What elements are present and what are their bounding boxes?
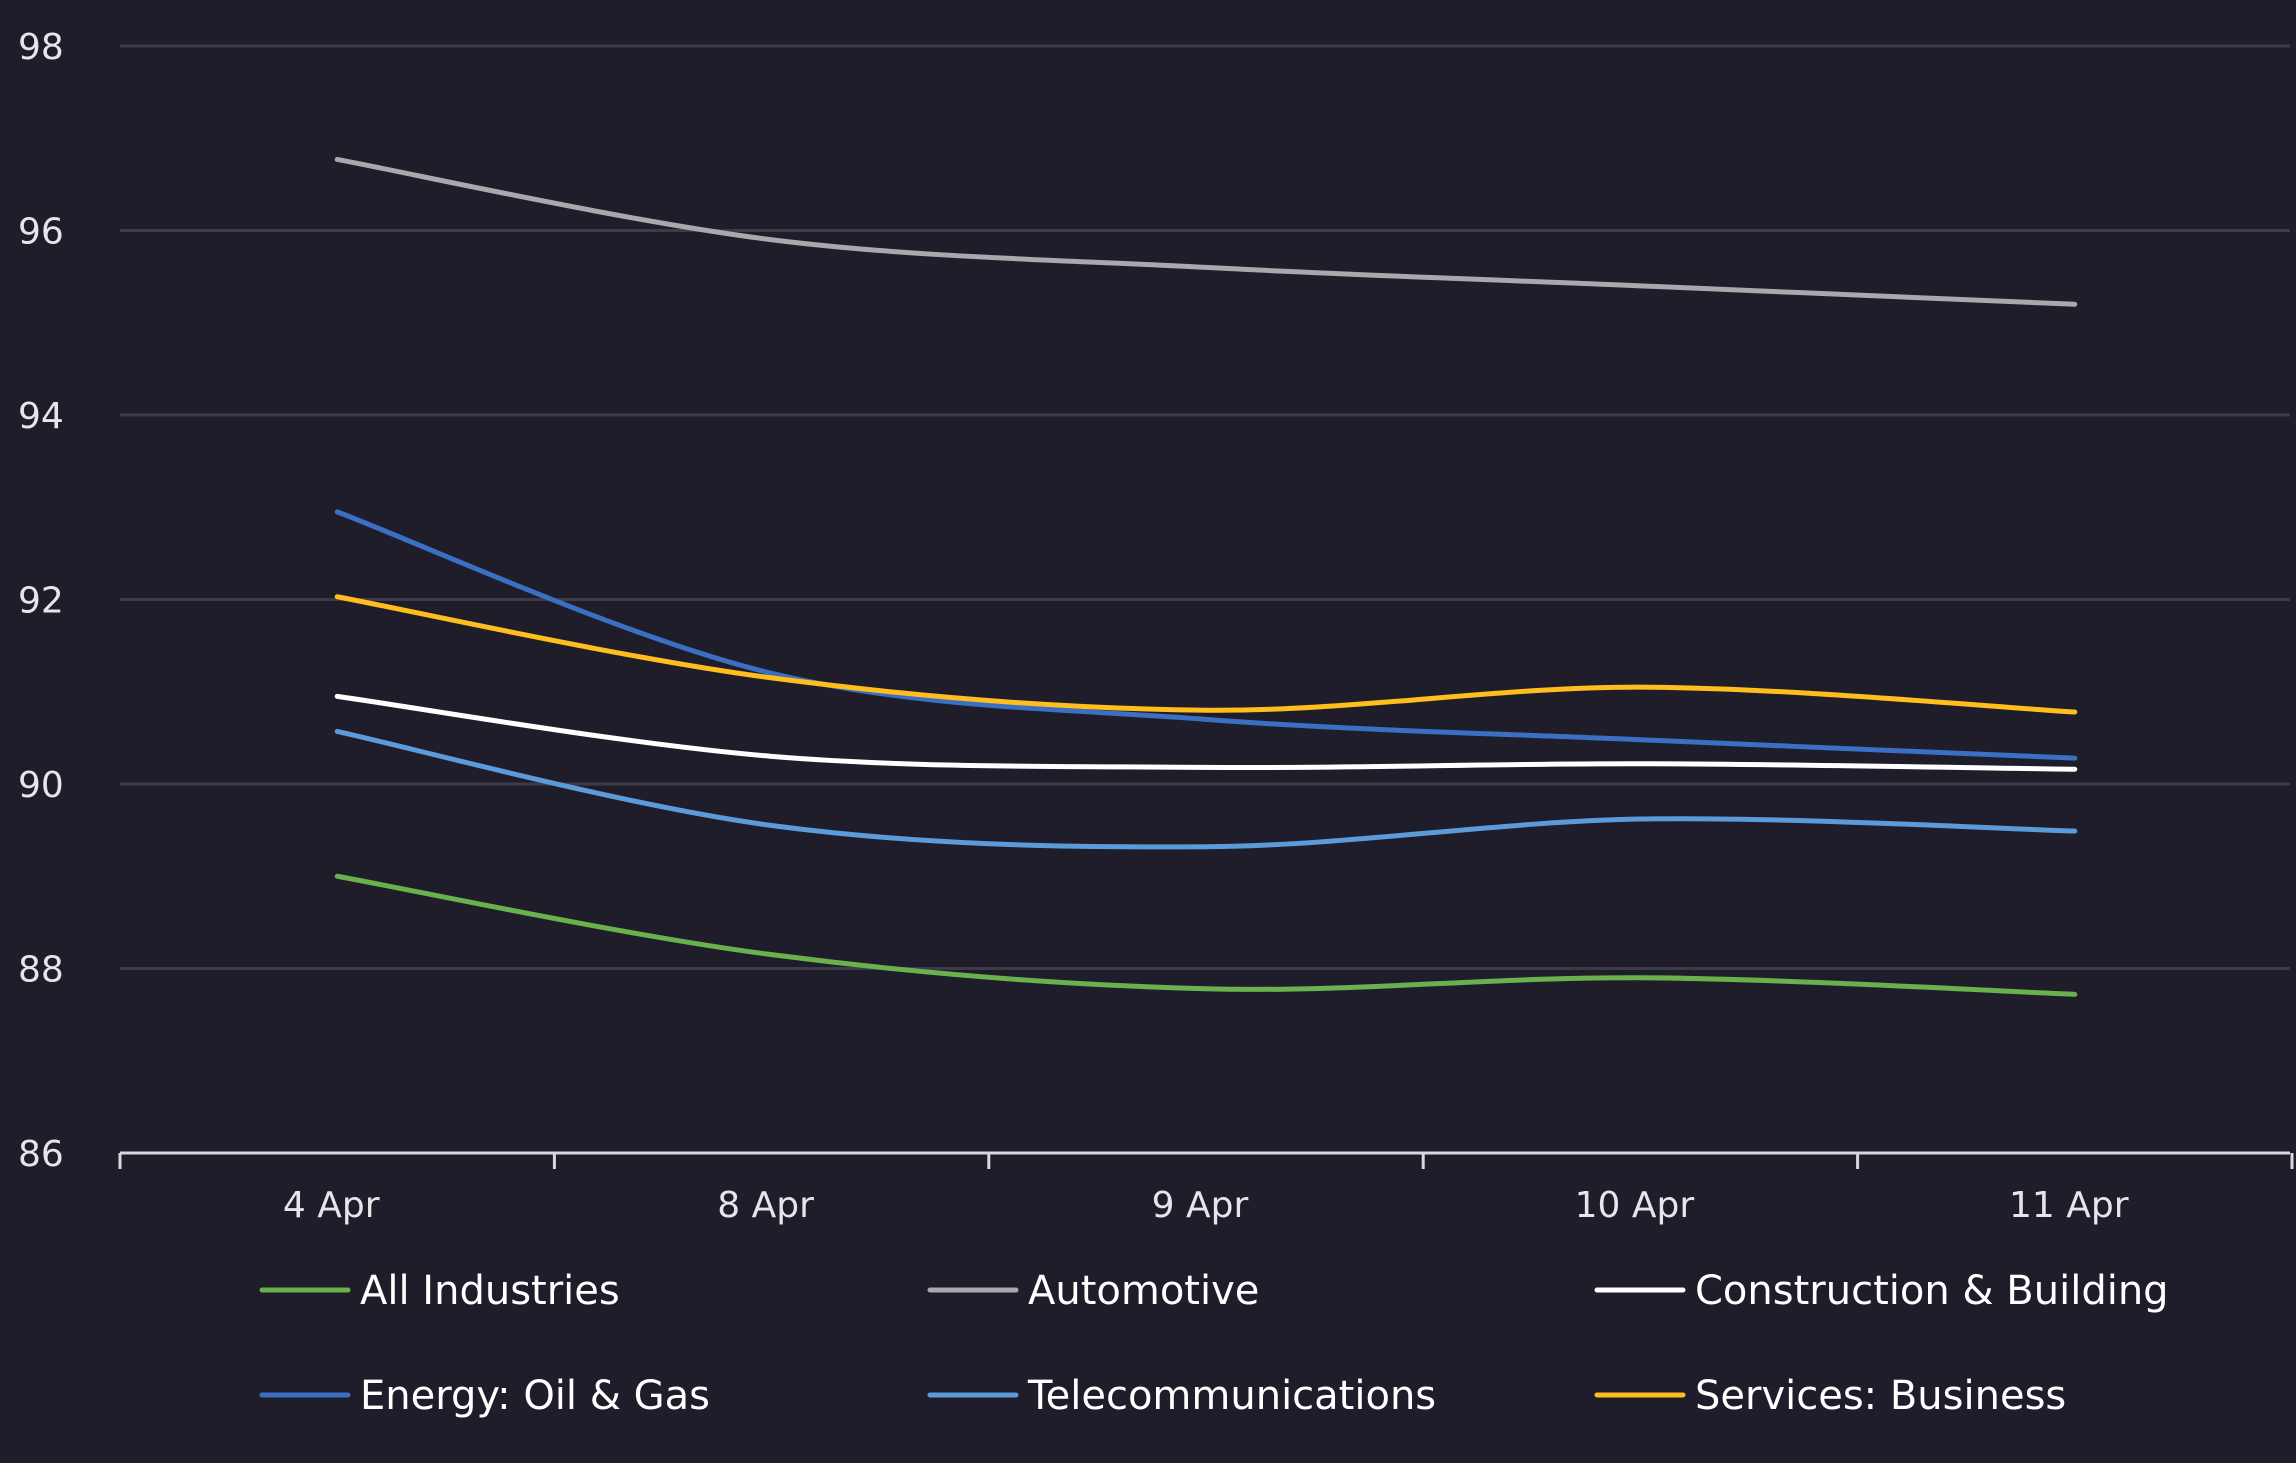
legend-label-construction-building: Construction & Building (1695, 1268, 2169, 1314)
series-line-construction-building (334, 693, 2078, 772)
y-tick-label: 86 (18, 1134, 64, 1175)
gridlines (120, 44, 2290, 970)
series-line-telecommunications (334, 728, 2078, 850)
legend-label-automotive: Automotive (1028, 1268, 1259, 1314)
legend: All Industries Automotive Construction & B… (259, 1268, 2169, 1419)
x-tick-label: 10 Apr (1575, 1185, 1695, 1226)
legend-label-all-industries: All Industries (360, 1268, 620, 1314)
series-lines (334, 156, 2078, 997)
legend-label-services-business: Services: Business (1695, 1373, 2066, 1419)
y-axis-ticks: 86 88 90 92 94 96 98 (18, 27, 64, 1175)
series-line-automotive (334, 156, 2078, 307)
x-tick-label: 4 Apr (283, 1185, 380, 1226)
y-tick-label: 96 (18, 212, 64, 253)
y-tick-label: 92 (18, 581, 64, 622)
y-tick-label: 94 (18, 396, 64, 437)
legend-label-energy-oil-gas: Energy: Oil & Gas (360, 1373, 710, 1419)
x-axis (118, 1151, 2294, 1169)
series-line-services-business (334, 594, 2078, 715)
series-line-all-industries (334, 873, 2078, 997)
y-tick-label: 98 (18, 27, 64, 68)
y-tick-label: 90 (18, 765, 64, 806)
y-tick-label: 88 (18, 950, 64, 991)
x-axis-ticks: 4 Apr 8 Apr 9 Apr 10 Apr 11 Apr (283, 1185, 2129, 1226)
series-line-energy-oil-gas (334, 509, 2078, 761)
x-tick-label: 11 Apr (2009, 1185, 2129, 1226)
x-tick-label: 9 Apr (1152, 1185, 1249, 1226)
x-tick-label: 8 Apr (717, 1185, 814, 1226)
legend-label-telecommunications: Telecommunications (1027, 1373, 1436, 1419)
